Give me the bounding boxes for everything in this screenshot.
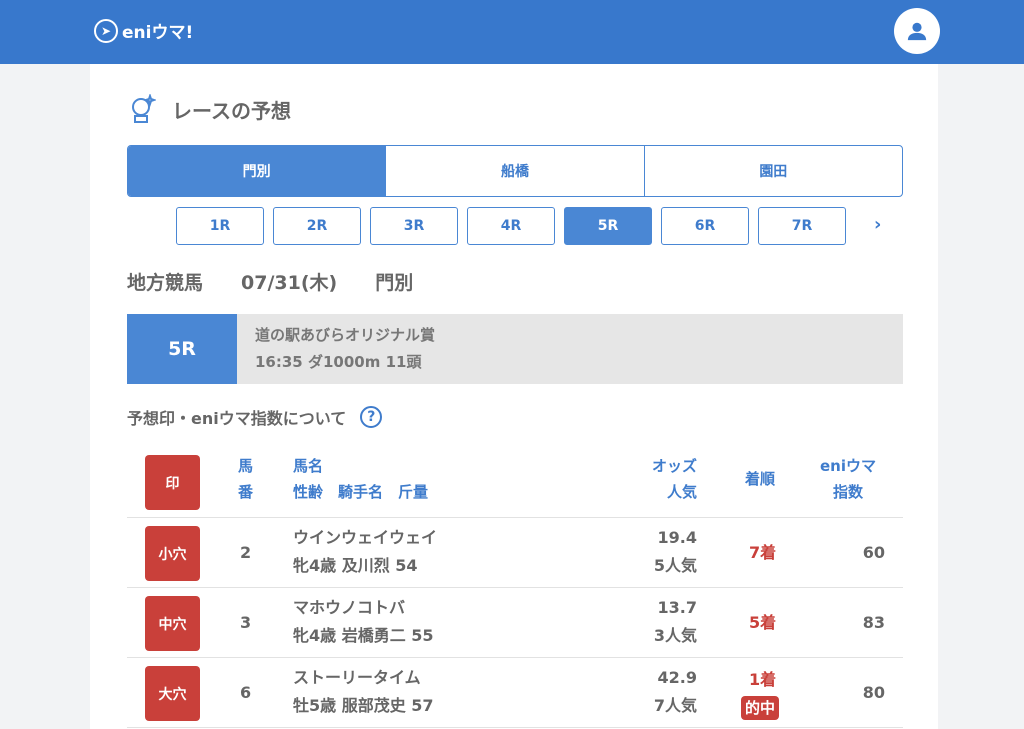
popularity: 5人気 [653, 556, 697, 575]
race-date: 07/31(木) [241, 272, 338, 294]
logo-text: eniウマ! [122, 23, 194, 43]
horse-sub: 牝4歳 及川烈 54 [293, 556, 418, 575]
main-content: レースの予想 門別 船橋 園田 1R 2R 3R 4R 5R 6R 7R › 地… [90, 64, 938, 729]
horse-number: 3 [240, 613, 252, 632]
race-button-1r[interactable]: 1R [176, 207, 264, 245]
mark-badge: 中穴 [145, 596, 200, 651]
logo[interactable]: ➤ eniウマ! [94, 18, 193, 43]
popularity: 7人気 [653, 696, 697, 715]
header-index-2: 指数 [833, 483, 864, 501]
help-label: 予想印・eniウマ指数について [127, 409, 347, 428]
header-num-2: 番 [238, 483, 254, 501]
finish: 5着 [749, 613, 777, 632]
header-index-1: eniウマ [820, 457, 876, 475]
prediction-table: 印 馬 番 馬名 性齢 騎手名 斤量 オッズ 人気 着順 eniウマ 指数 小穴… [127, 447, 903, 728]
tab-venue-funabashi[interactable]: 船橋 [385, 146, 643, 196]
header-sub: 性齢 騎手名 斤量 [293, 483, 429, 501]
race-button-7r[interactable]: 7R [758, 207, 846, 245]
horse-number: 6 [240, 683, 252, 702]
header-name: 馬名 [293, 457, 324, 475]
question-icon[interactable]: ? [360, 406, 383, 428]
user-avatar-button[interactable] [894, 8, 940, 54]
eni-index: 83 [862, 613, 885, 632]
race-venue: 門別 [375, 272, 414, 294]
horse-name[interactable]: マホウノコトバ [293, 598, 406, 617]
race-block: 5R 道の駅あびらオリジナル賞 16:35 ダ1000m 11頭 [127, 314, 903, 384]
venue-tabs: 門別 船橋 園田 [127, 145, 903, 197]
mark-badge: 小穴 [145, 526, 200, 581]
table-row: 小穴 2 ウインウェイウェイ 牝4歳 及川烈 54 19.4 5人気 7着 60 [127, 518, 903, 588]
race-name: 道の駅あびらオリジナル賞 [255, 326, 436, 344]
header-mark: 印 [145, 455, 200, 510]
race-button-6r[interactable]: 6R [661, 207, 749, 245]
horse-sub: 牡5歳 服部茂史 57 [293, 696, 434, 715]
horse-sub: 牝4歳 岩橋勇二 55 [293, 626, 434, 645]
tab-venue-monbetsu[interactable]: 門別 [128, 146, 386, 196]
chevron-right-icon[interactable]: › [874, 214, 882, 235]
hit-badge: 的中 [741, 696, 780, 720]
page-title: レースの予想 [130, 94, 291, 124]
horse-name[interactable]: ウインウェイウェイ [293, 528, 438, 547]
race-button-4r[interactable]: 4R [467, 207, 555, 245]
page-title-text: レースの予想 [172, 98, 291, 123]
user-icon [907, 22, 927, 41]
eni-index: 60 [862, 543, 885, 562]
race-button-5r[interactable]: 5R [564, 207, 652, 245]
odds: 42.9 [657, 668, 697, 687]
horse-number: 2 [240, 543, 252, 562]
horse-name[interactable]: ストーリータイム [293, 668, 421, 687]
eni-index: 80 [862, 683, 885, 702]
race-button-3r[interactable]: 3R [370, 207, 458, 245]
horse-icon: ➤ [94, 18, 118, 43]
race-button-2r[interactable]: 2R [273, 207, 361, 245]
mark-badge: 大穴 [145, 666, 200, 721]
popularity: 3人気 [653, 626, 697, 645]
race-number: 5R [127, 314, 237, 384]
header-num-1: 馬 [238, 457, 254, 475]
tab-venue-sonoda[interactable]: 園田 [643, 146, 902, 196]
finish: 1着 [749, 670, 777, 689]
race-info: 地方競馬 07/31(木) 門別 [127, 268, 413, 295]
header-popularity: 人気 [666, 483, 697, 501]
odds: 13.7 [657, 598, 697, 617]
finish: 7着 [749, 543, 777, 562]
header-finish: 着順 [745, 470, 776, 488]
crystal-ball-icon [132, 94, 156, 123]
table-row: 大穴 6 ストーリータイム 牡5歳 服部茂史 57 42.9 7人気 1着 的中… [127, 658, 903, 728]
header: ➤ eniウマ! [0, 0, 1024, 64]
help-link[interactable]: 予想印・eniウマ指数について ? [127, 405, 383, 429]
race-details: 16:35 ダ1000m 11頭 [255, 353, 422, 371]
table-header: 印 馬 番 馬名 性齢 騎手名 斤量 オッズ 人気 着順 eniウマ 指数 [127, 447, 903, 518]
table-row: 中穴 3 マホウノコトバ 牝4歳 岩橋勇二 55 13.7 3人気 5着 83 [127, 588, 903, 658]
race-category: 地方競馬 [127, 272, 204, 294]
header-odds: オッズ [651, 457, 697, 475]
odds: 19.4 [657, 528, 697, 547]
